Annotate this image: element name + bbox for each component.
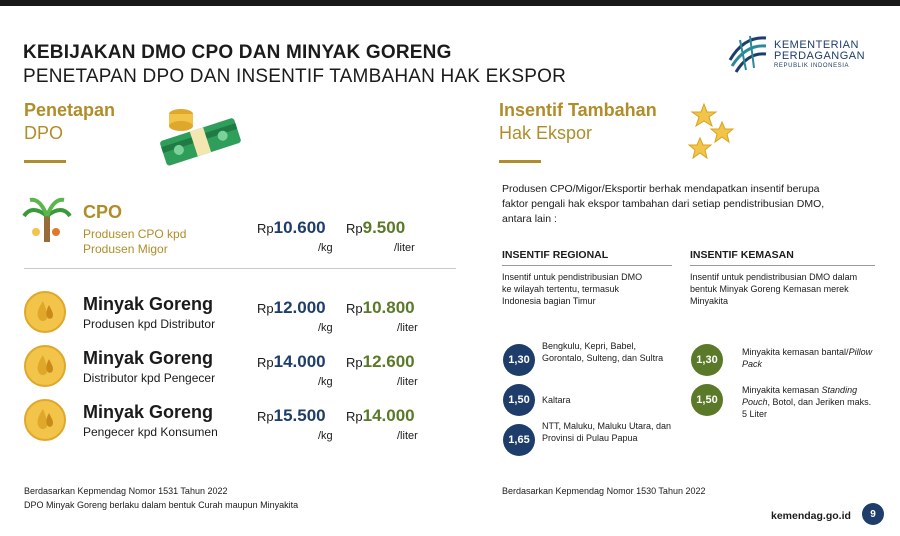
row2-price-kg: Rp14.000 [257, 352, 326, 371]
regional-header-line [502, 265, 672, 266]
cpo-sub-line2: Produsen Migor [83, 242, 168, 256]
dpo-heading-light: DPO [24, 123, 64, 143]
regional-item-text: Bengkulu, Kepri, Babel, Gorontalo, Sulte… [542, 341, 664, 363]
minyak-goreng-title-1: Minyak Goreng [83, 294, 214, 314]
cpo-sub-line1: Produsen CPO kpd [83, 227, 187, 241]
insentif-intro: Produsen CPO/Migor/Eksportir berhak mend… [502, 183, 825, 225]
regional-factor-badge: 1,50 [503, 384, 535, 416]
kemasan-item-text: Minyakita kemasan Standing Pouch, Botol,… [742, 385, 872, 419]
regional-desc: Insentif untuk pendistribusian DMO ke wi… [502, 272, 643, 306]
minyak-goreng-sub-2: Distributor kpd Pengecer [83, 371, 216, 385]
row1-unit-kg: /kg [318, 322, 333, 334]
cpo-price-liter: Rp9.500 [346, 218, 406, 237]
regional-item-text: NTT, Maluku, Maluku Utara, dan Provinsi … [542, 421, 672, 443]
regional-factor-badge: 1,30 [503, 344, 535, 376]
cpo-unit-kg: /kg [318, 242, 333, 254]
kemasan-factor-badge: 1,50 [691, 384, 723, 416]
regional-factor-badge: 1,65 [503, 424, 535, 456]
insentif-heading-underline [499, 160, 541, 163]
row2-unit-kg: /kg [318, 376, 333, 388]
insentif-heading-bold: Insentif Tambahan [499, 100, 657, 120]
kemasan-factor-badge: 1,30 [691, 344, 723, 376]
row3-unit-liter: /liter [397, 430, 418, 442]
insentif-heading-light: Hak Ekspor [499, 123, 593, 143]
row1-price-kg: Rp12.000 [257, 298, 326, 317]
row2-unit-liter: /liter [397, 376, 418, 388]
page-number-badge: 9 [862, 503, 884, 525]
cpo-title: CPO [83, 202, 123, 222]
row1-price-liter: Rp10.800 [346, 298, 415, 317]
section-divider [24, 268, 456, 269]
minyak-goreng-title-3: Minyak Goreng [83, 402, 214, 422]
left-footnote-2: DPO Minyak Goreng berlaku dalam bentuk C… [24, 500, 299, 510]
logo-text-line3: REPUBLIK INDONESIA [774, 63, 850, 69]
row1-unit-liter: /liter [397, 322, 418, 334]
ministry-logo-icon [728, 35, 767, 73]
row3-unit-kg: /kg [318, 430, 333, 442]
cpo-price-kg: Rp10.600 [257, 218, 326, 237]
left-footnote-1: Berdasarkan Kepmendag Nomor 1531 Tahun 2… [24, 486, 228, 496]
minyak-goreng-sub-1: Produsen kpd Distributor [83, 317, 216, 331]
minyak-goreng-sub-3: Pengecer kpd Konsumen [83, 425, 218, 439]
slide: KEBIJAKAN DMO CPO DAN MINYAK GORENG PENE… [0, 6, 900, 536]
dpo-heading-bold: Penetapan [24, 100, 116, 120]
palm-tree-icon [22, 197, 72, 242]
kemasan-header-line [690, 265, 875, 266]
regional-item-text: Kaltara [542, 395, 571, 405]
row3-price-kg: Rp15.500 [257, 406, 326, 425]
kemasan-item-text: Minyakita kemasan bantal/Pillow Pack [742, 347, 873, 369]
money-stack-icon [160, 109, 241, 166]
logo-text-line1: KEMENTERIAN [774, 39, 859, 51]
oil-drop-icon [24, 399, 66, 441]
slide-title: KEBIJAKAN DMO CPO DAN MINYAK GORENG [23, 42, 452, 63]
row3-price-liter: Rp14.000 [346, 406, 415, 425]
stars-icon [687, 102, 735, 160]
kemasan-desc: Insentif untuk pendistribusian DMO dalam… [690, 272, 858, 306]
logo-text-line2: PERDAGANGAN [774, 50, 866, 62]
regional-header: INSENTIF REGIONAL [502, 249, 609, 261]
slide-subtitle: PENETAPAN DPO DAN INSENTIF TAMBAHAN HAK … [23, 66, 567, 87]
right-footnote: Berdasarkan Kepmendag Nomor 1530 Tahun 2… [502, 486, 706, 496]
oil-drop-icon [24, 345, 66, 387]
website-url[interactable]: kemendag.go.id [771, 510, 851, 522]
row2-price-liter: Rp12.600 [346, 352, 415, 371]
kemasan-header: INSENTIF KEMASAN [690, 249, 794, 261]
oil-drop-icon [24, 291, 66, 333]
dpo-heading-underline [24, 160, 66, 163]
ministry-logo: KEMENTERIAN PERDAGANGAN REPUBLIK INDONES… [726, 30, 886, 78]
minyak-goreng-title-2: Minyak Goreng [83, 348, 214, 368]
cpo-unit-liter: /liter [394, 242, 415, 254]
